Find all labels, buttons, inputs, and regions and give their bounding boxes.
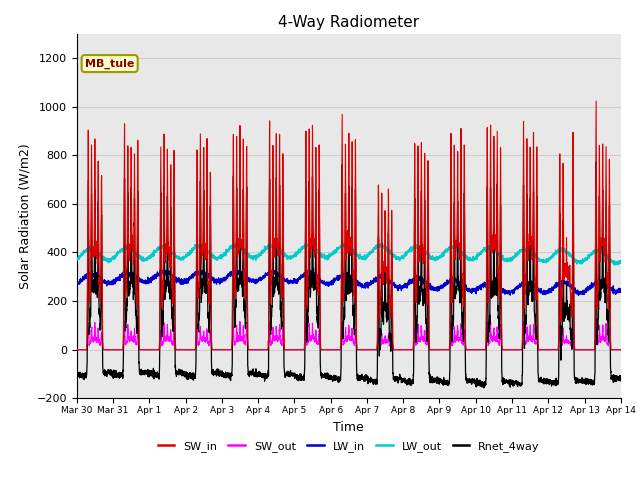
Legend: SW_in, SW_out, LW_in, LW_out, Rnet_4way: SW_in, SW_out, LW_in, LW_out, Rnet_4way — [154, 437, 544, 456]
Y-axis label: Solar Radiation (W/m2): Solar Radiation (W/m2) — [18, 143, 31, 289]
Title: 4-Way Radiometer: 4-Way Radiometer — [278, 15, 419, 30]
X-axis label: Time: Time — [333, 420, 364, 433]
Text: MB_tule: MB_tule — [85, 59, 134, 69]
